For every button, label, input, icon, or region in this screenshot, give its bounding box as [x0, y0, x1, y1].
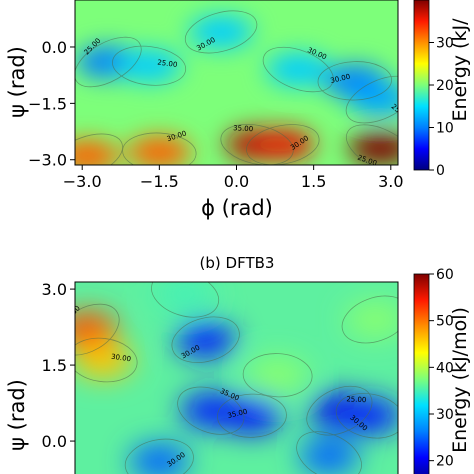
contour-line: [345, 75, 398, 124]
energy-region: [348, 83, 398, 116]
contour-label: 30.00: [111, 353, 132, 364]
colorbar-tick-label: 30: [436, 407, 454, 423]
colorbar-tick-label: 20: [436, 78, 454, 94]
contour-line: [262, 46, 334, 93]
contour-line: [242, 353, 313, 398]
contour-line: [177, 386, 245, 435]
y-tick-label: −3.0: [28, 151, 67, 170]
panel-a-x-label: ϕ (rad): [201, 196, 273, 220]
colorbar-tick-label: 40: [436, 360, 454, 376]
panel-b-colorbar: [413, 273, 430, 474]
colorbar-tick-label: 0: [436, 163, 445, 179]
y-tick-label: 1.5: [42, 356, 67, 375]
x-tick-label: −1.5: [140, 172, 179, 191]
panel-b-colorbar-label: Energy (kJ/mol): [449, 307, 471, 453]
x-tick-label: 0.0: [224, 172, 249, 191]
energy-region: [299, 438, 360, 474]
contour-line: [124, 438, 194, 474]
panel-a-contours: [75, 10, 398, 165]
panel-a: 25.0025.0030.0030.0030.0025.0035.0030.00…: [5, 0, 471, 220]
panel-a-colorbar: [413, 0, 430, 171]
contour-label: 25.00: [356, 154, 378, 168]
x-tick-label: 1.5: [301, 172, 326, 191]
energy-region: [266, 53, 331, 86]
energy-region: [129, 443, 190, 474]
contour-label: 25.00: [390, 103, 410, 122]
panel-a-colorbar-ticks: 0 10 20 30: [429, 36, 454, 179]
energy-region: [117, 49, 182, 82]
x-tick-label: −3.0: [63, 172, 102, 191]
panel-a-x-ticks: −3.0 −1.5 0.0 1.5 3.0: [63, 165, 404, 191]
energy-region: [348, 132, 398, 165]
contour-line: [75, 303, 120, 356]
contour-line: [75, 133, 123, 165]
contour-line: [171, 316, 240, 363]
energy-region: [247, 357, 308, 394]
contour-line: [151, 282, 220, 318]
y-tick-label: 0.0: [42, 432, 67, 451]
contour-label: 25.00: [157, 58, 178, 69]
contour-line: [341, 295, 398, 344]
panel-b-colorbar-ticks: 20 30 40 50 60: [429, 267, 454, 470]
panel-a-colorbar-label: Energy (kJ/: [449, 18, 471, 122]
contour-label: 25.00: [346, 395, 366, 404]
contour-label: 35.00: [233, 124, 253, 133]
contour-line: [317, 61, 392, 101]
panel-a-y-label: ψ (rad): [5, 46, 29, 118]
energy-region: [340, 397, 398, 434]
energy-region: [250, 128, 315, 161]
panel-b-y-ticks: 3.0 1.5 0.0: [42, 280, 75, 451]
colorbar-tick-label: 10: [436, 121, 454, 137]
energy-region: [345, 301, 398, 338]
x-tick-label: 3.0: [378, 172, 403, 191]
panel-b-frame: [74, 281, 399, 474]
contour-line: [184, 10, 258, 54]
panel-a-energy-regions: [75, 15, 398, 165]
contour-line: [335, 393, 398, 439]
panel-b-y-label: ψ (rad): [5, 379, 29, 451]
panel-a-y-ticks: −3.0 −1.5 0.0: [28, 38, 75, 170]
energy-region: [175, 321, 236, 358]
contour-line: [246, 124, 320, 165]
contour-line: [75, 36, 142, 88]
contour-line: [220, 124, 294, 165]
y-tick-label: −1.5: [28, 94, 67, 113]
energy-region: [127, 136, 192, 165]
colorbar-tick-label: 60: [436, 267, 454, 283]
contour-line: [296, 431, 362, 474]
energy-region: [221, 397, 282, 434]
energy-region: [155, 282, 216, 313]
contour-line: [345, 124, 398, 165]
panel-b-title: (b) DFTB3: [200, 254, 275, 272]
y-tick-label: 3.0: [42, 280, 67, 299]
energy-region: [189, 15, 254, 48]
contour-line: [75, 337, 138, 383]
energy-region: [75, 139, 120, 165]
contour-line: [217, 393, 287, 438]
contour-line: [112, 45, 187, 86]
y-tick-label: 0.0: [42, 38, 67, 57]
energy-region: [75, 311, 118, 348]
colorbar-tick-label: 20: [436, 454, 454, 470]
energy-region: [75, 342, 133, 379]
colorbar-tick-label: 30: [436, 36, 454, 52]
panel-b-contours: [75, 282, 398, 474]
colorbar-tick-label: 50: [436, 314, 454, 330]
